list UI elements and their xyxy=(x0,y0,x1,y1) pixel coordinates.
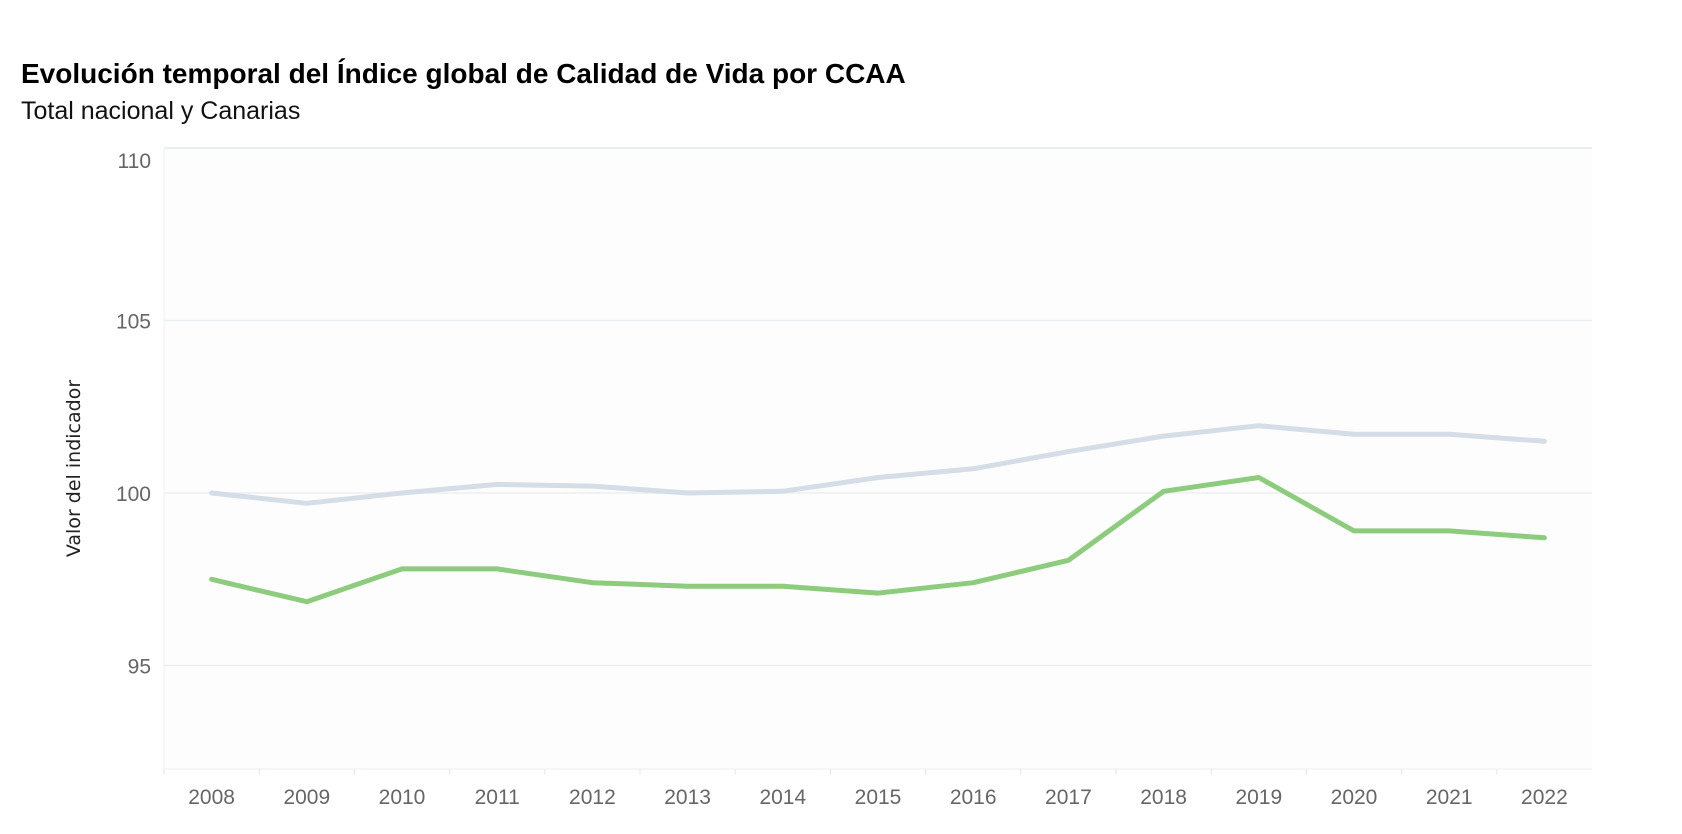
x-tick-label: 2013 xyxy=(664,786,711,809)
x-tick-label: 2010 xyxy=(379,786,426,809)
y-tick-label: 105 xyxy=(116,311,151,334)
x-tick-label: 2019 xyxy=(1235,786,1282,809)
y-tick-label: 100 xyxy=(116,483,151,506)
chart-subtitle: Total nacional y Canarias xyxy=(21,97,301,125)
y-tick-label: 95 xyxy=(128,656,151,679)
x-tick-label: 2017 xyxy=(1045,786,1092,809)
x-tick-label: 2018 xyxy=(1140,786,1187,809)
x-tick-label: 2012 xyxy=(569,786,616,809)
y-axis-label: Valor del indicador xyxy=(63,380,85,557)
x-tick-label: 2009 xyxy=(283,786,330,809)
x-tick-label: 2011 xyxy=(475,786,520,809)
x-tick-label: 2021 xyxy=(1426,786,1473,809)
x-tick-label: 2022 xyxy=(1521,786,1568,809)
chart-title: Evolución temporal del Índice global de … xyxy=(21,58,906,89)
plot-area xyxy=(164,148,1592,769)
x-tick-label: 2020 xyxy=(1331,786,1378,809)
x-tick-label: 2014 xyxy=(759,786,806,809)
y-tick-label: 110 xyxy=(118,150,151,173)
x-tick-label: 2008 xyxy=(188,786,235,809)
x-tick-label: 2016 xyxy=(950,786,997,809)
x-tick-label: 2015 xyxy=(855,786,902,809)
